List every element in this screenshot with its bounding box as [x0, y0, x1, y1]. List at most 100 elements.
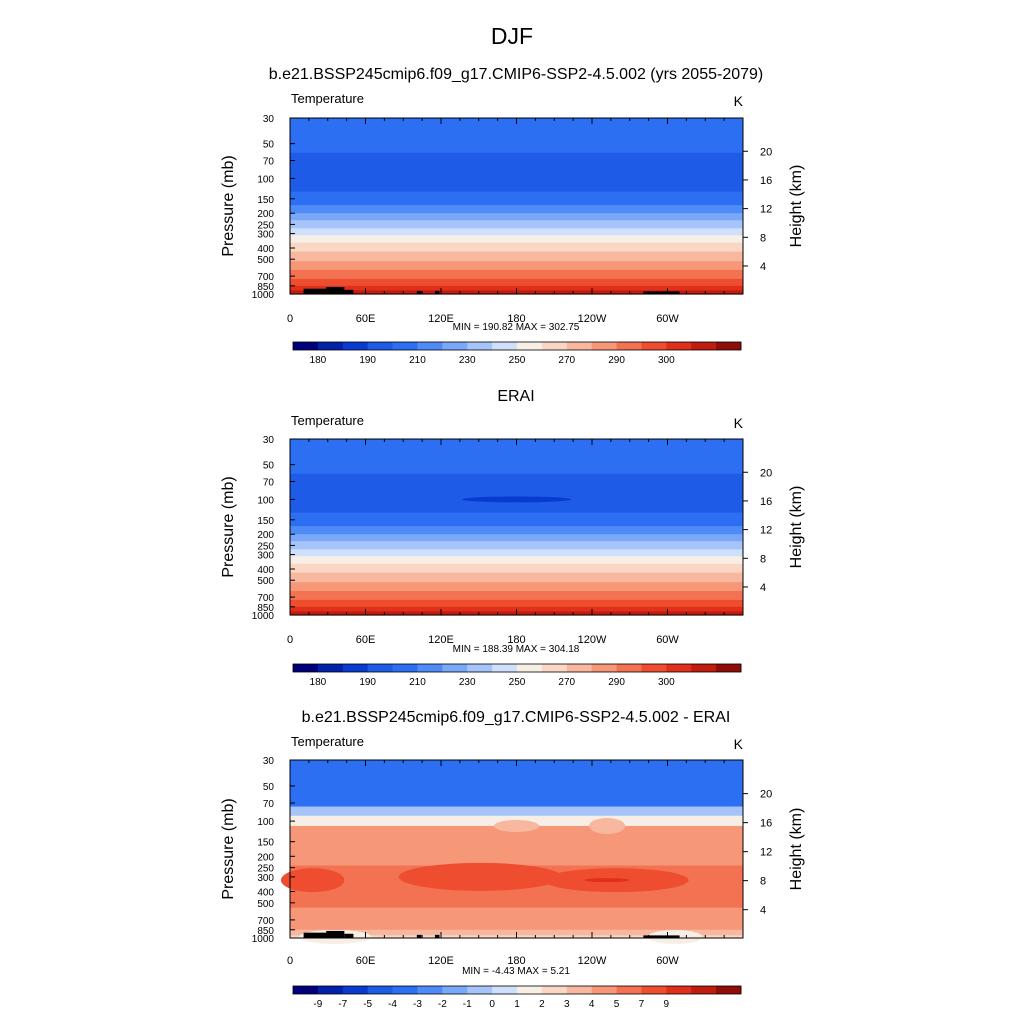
colorbar-label: -7	[338, 999, 347, 1010]
terrain-mask	[303, 930, 680, 938]
field-band	[290, 473, 743, 501]
panel-title: b.e21.BSSP245cmip6.f09_g17.CMIP6-SSP2-4.…	[302, 709, 731, 726]
x-tick-label: 60W	[656, 955, 679, 967]
field-band	[290, 919, 743, 931]
x-tick-label: 0	[287, 955, 293, 967]
field-band	[290, 891, 743, 909]
x-tick-label: 0	[287, 313, 293, 325]
field-band	[290, 242, 743, 253]
left-label: Temperature	[291, 91, 364, 106]
y-tick-label: 1000	[252, 934, 275, 945]
colorbar-frame	[292, 341, 742, 351]
terrain-block	[303, 288, 331, 294]
y-axis-title: Pressure (mb)	[220, 476, 237, 577]
x-tick-label: 60E	[356, 955, 376, 967]
colorbar-swatch	[691, 986, 717, 994]
field-band	[290, 556, 743, 565]
field-band	[290, 563, 743, 574]
y-axis-height: 20 16 12 8 4	[743, 146, 772, 273]
field-band	[290, 228, 743, 236]
colorbar-swatch	[293, 664, 319, 672]
colorbar-label: 2	[539, 999, 545, 1010]
x-tick-label: 60E	[356, 313, 376, 325]
colorbar-swatch	[716, 664, 742, 672]
colorbar-label: 5	[614, 999, 620, 1010]
colorbar-label: 290	[608, 677, 625, 688]
y-tick-label: 1000	[252, 611, 275, 622]
colorbar-swatch	[616, 342, 642, 350]
field-band	[290, 526, 743, 535]
y2-tick-label: 8	[760, 876, 766, 888]
y-tick-label: 700	[257, 593, 274, 604]
colorbar-label: 250	[509, 355, 526, 366]
colorbar: -9 -7 -5 -4 -3 -2 -1 0 1 2 3 4 5 7 9	[292, 985, 742, 1010]
colorbar-frame	[292, 663, 742, 673]
field-band	[290, 541, 743, 550]
colorbar-label: -9	[313, 999, 322, 1010]
y-axis-height: 20 16 12 8 4	[743, 467, 772, 594]
colorbar-swatch	[517, 664, 543, 672]
field-feature	[588, 817, 626, 834]
units-label: K	[734, 415, 744, 431]
field-band	[290, 795, 743, 808]
units-label: K	[734, 93, 744, 109]
heatmap-field	[290, 118, 743, 295]
colorbar-label: 180	[310, 355, 327, 366]
y-tick-label: 400	[257, 887, 274, 898]
terrain-block	[416, 290, 422, 294]
y-tick-label: 100	[257, 174, 274, 185]
colorbar-label: 4	[589, 999, 595, 1010]
colorbar-swatch	[566, 342, 593, 350]
x-tick-label: 120W	[578, 313, 607, 325]
terrain-block	[326, 930, 345, 938]
left-label: Temperature	[291, 734, 364, 749]
y-tick-label: 30	[263, 435, 275, 446]
colorbar: 180 190 210 230 250 270 290 300	[292, 341, 742, 366]
y-tick-label: 150	[257, 195, 274, 206]
colorbar-swatch	[417, 986, 443, 994]
colorbar-label: 1	[514, 999, 520, 1010]
colorbar-swatch	[367, 986, 393, 994]
colorbar-label: 250	[509, 677, 526, 688]
stats-label: MIN = 190.82 MAX = 302.75	[453, 322, 580, 333]
x-axis: 0 60E 120E 180 120W 60W	[287, 439, 744, 646]
y2-tick-label: 8	[760, 553, 766, 565]
colorbar-swatch	[417, 342, 443, 350]
colorbar-label: 210	[409, 677, 426, 688]
colorbar-swatch	[591, 342, 617, 350]
y2-axis-title: Height (km)	[788, 808, 805, 891]
panel-title: b.e21.BSSP245cmip6.f09_g17.CMIP6-SSP2-4.…	[269, 66, 764, 83]
x-axis: 0 60E 120E 180 120W 60W	[287, 118, 744, 325]
colorbar-swatch	[616, 986, 642, 994]
field-band	[290, 261, 743, 271]
colorbar-swatch	[442, 342, 468, 350]
field-band	[290, 178, 743, 193]
field-feature	[584, 878, 630, 883]
colorbar-label: 230	[459, 355, 476, 366]
colorbar-swatch	[666, 986, 692, 994]
y2-tick-label: 8	[760, 232, 766, 244]
colorbar-swatch	[492, 986, 518, 994]
x-tick-label: 60W	[656, 313, 679, 325]
colorbar-swatch	[591, 986, 617, 994]
colorbar-label: 270	[558, 355, 575, 366]
y-tick-label: 70	[263, 799, 275, 810]
y-tick-label: 250	[257, 541, 274, 552]
field-band	[290, 118, 743, 139]
y-axis-height: 20 16 12 8 4	[743, 789, 772, 917]
colorbar-swatch	[317, 986, 344, 994]
y-tick-label: 1000	[252, 290, 275, 301]
colorbar-label: 0	[489, 999, 495, 1010]
y-tick-label: 200	[257, 209, 274, 220]
x-tick-label: 180	[507, 955, 525, 967]
colorbar-swatch	[666, 664, 692, 672]
units-label: K	[734, 736, 744, 752]
field-feature	[493, 819, 540, 832]
colorbar-label: -3	[413, 999, 422, 1010]
y-tick-label: 30	[263, 114, 275, 125]
field-band	[290, 213, 743, 221]
x-tick-label: 0	[287, 634, 293, 646]
x-tick-label: 120E	[428, 634, 454, 646]
